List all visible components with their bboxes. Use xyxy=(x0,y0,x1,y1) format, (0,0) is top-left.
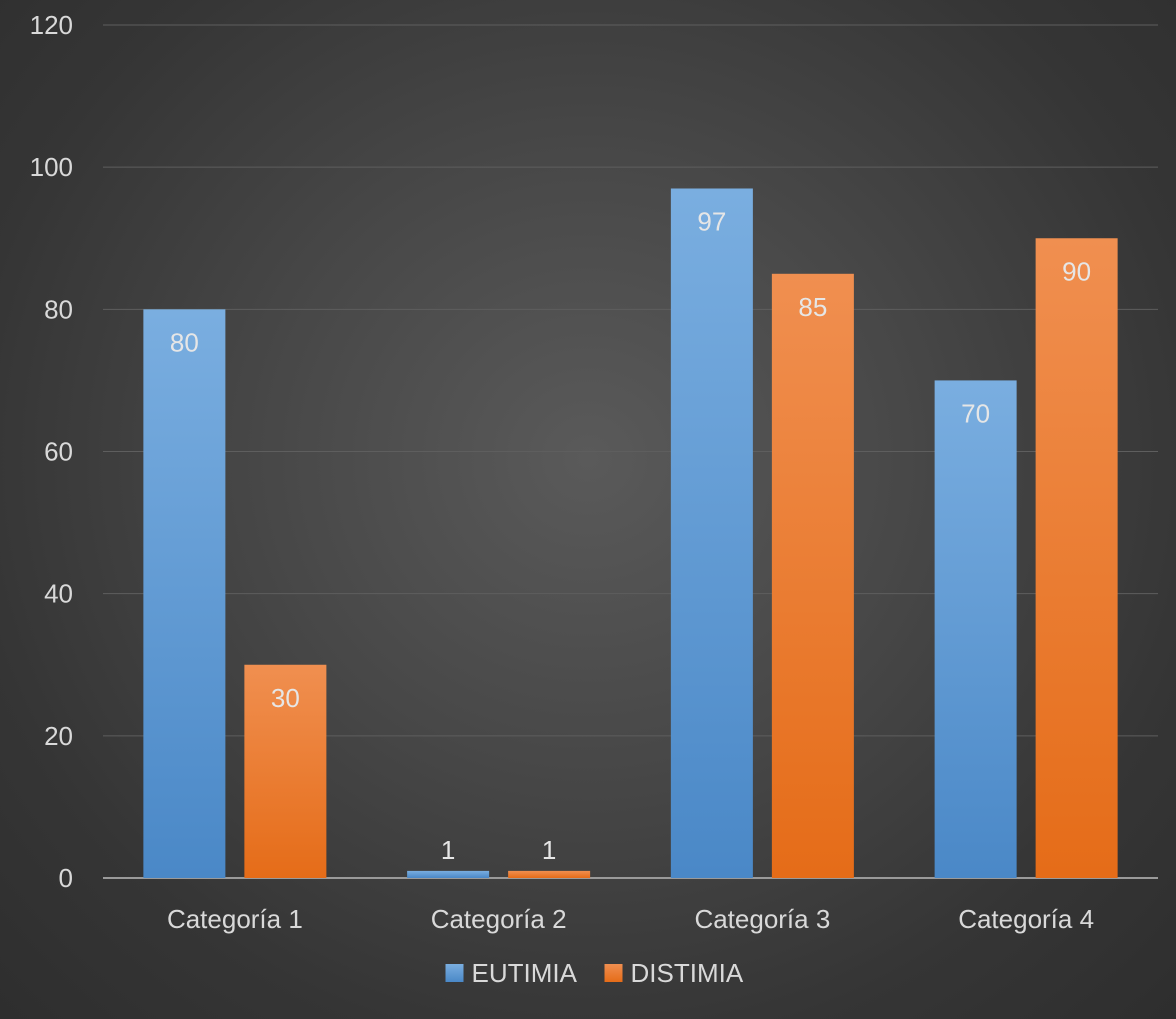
legend-label: EUTIMIA xyxy=(472,958,578,988)
y-tick-label: 120 xyxy=(30,10,73,40)
data-label: 97 xyxy=(697,206,726,236)
data-label: 80 xyxy=(170,327,199,357)
bar-distimia-1 xyxy=(244,664,327,878)
x-tick-label: Categoría 3 xyxy=(694,904,830,934)
bar-eutimia-4 xyxy=(934,380,1017,878)
x-tick-label: Categoría 1 xyxy=(167,904,303,934)
legend-swatch-eutimia xyxy=(445,964,464,982)
bar-distimia-4 xyxy=(1035,238,1118,878)
data-label: 85 xyxy=(798,292,827,322)
legend-swatch-distimia xyxy=(604,964,623,982)
data-label: 1 xyxy=(542,835,556,865)
bar-eutimia-3 xyxy=(670,188,753,878)
y-tick-label: 60 xyxy=(44,437,73,467)
y-tick-label: 80 xyxy=(44,294,73,324)
data-labels: 80 30 1 1 97 85 70 90 xyxy=(170,206,1091,864)
y-tick-label: 20 xyxy=(44,721,73,751)
y-tick-label: 40 xyxy=(44,579,73,609)
legend: EUTIMIA DISTIMIA xyxy=(445,958,744,988)
y-tick-label: 100 xyxy=(30,152,73,182)
data-label: 70 xyxy=(961,398,990,428)
y-axis-ticks: 0 20 40 60 80 100 120 xyxy=(30,10,73,893)
bar-distimia-2 xyxy=(508,870,591,878)
data-label: 90 xyxy=(1062,256,1091,286)
data-label: 30 xyxy=(271,683,300,713)
bars xyxy=(143,188,1118,879)
x-tick-label: Categoría 2 xyxy=(431,904,567,934)
legend-label: DISTIMIA xyxy=(631,958,744,988)
bar-distimia-3 xyxy=(771,273,854,879)
bar-eutimia-1 xyxy=(143,309,226,878)
x-axis-ticks: Categoría 1 Categoría 2 Categoría 3 Categor… xyxy=(167,904,1094,934)
bar-eutimia-2 xyxy=(407,870,490,878)
data-label: 1 xyxy=(441,835,455,865)
y-tick-label: 0 xyxy=(59,863,73,893)
x-tick-label: Categoría 4 xyxy=(958,904,1094,934)
